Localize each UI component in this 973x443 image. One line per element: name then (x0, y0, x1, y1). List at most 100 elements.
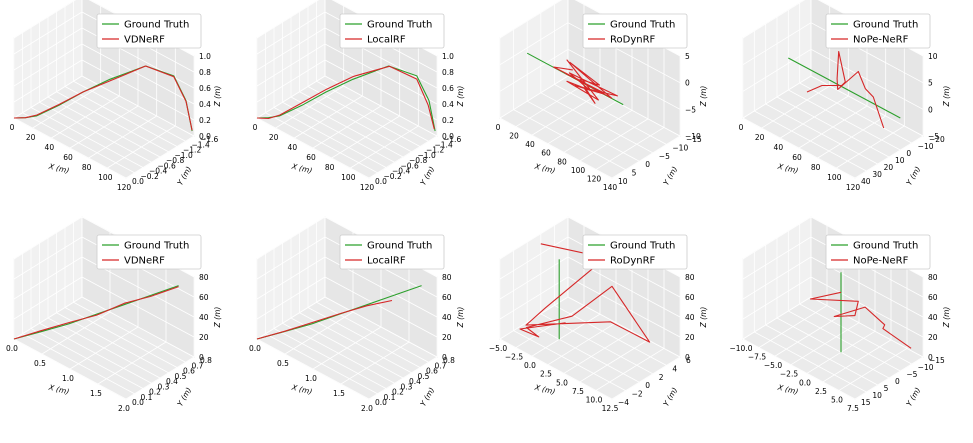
gridline (290, 96, 404, 158)
y-tick-label: −5 (659, 152, 670, 161)
legend-label: NoPe-NeRF (853, 35, 909, 46)
gridline (499, 276, 681, 338)
y-tick-label: 0.1 (141, 393, 153, 402)
ground-truth-line (13, 285, 179, 340)
gridline (56, 91, 169, 153)
y-tick-label: 5 (632, 169, 637, 178)
legend-label: LocalRF (367, 35, 406, 46)
gridline (799, 303, 912, 365)
z-tick-label: 1.0 (199, 52, 211, 61)
estimate-line (256, 299, 393, 340)
y-tick-label: 0.8 (200, 356, 212, 365)
y-tick-label: −0.6 (158, 161, 176, 170)
estimate-line (519, 243, 651, 343)
y-tick-label: 0.0 (375, 177, 387, 186)
z-tick-label: 40 (685, 313, 695, 322)
gridline (776, 96, 890, 158)
x-tick-label: 1.0 (62, 374, 74, 383)
x-tick-label: 20 (755, 133, 765, 142)
z-tick-label: 20 (928, 333, 938, 342)
x-tick-label: 60 (541, 149, 551, 158)
gridline (273, 107, 387, 168)
z-axis-label: Z (m) (699, 86, 708, 108)
gridline (307, 86, 421, 147)
y-tick-label: −4 (618, 398, 629, 407)
y-tick-label: 0 (906, 149, 911, 158)
x-tick-label: 40 (288, 143, 298, 152)
x-axis-label: X (m) (533, 382, 556, 396)
z-tick-label: 5 (685, 52, 690, 61)
gridline (64, 307, 178, 368)
y-tick-label: 0.7 (435, 361, 447, 370)
x-tick-label: 80 (811, 163, 821, 172)
gridline (265, 333, 378, 395)
z-tick-label: 10 (928, 52, 938, 61)
y-tick-label: 10 (895, 156, 905, 165)
legend-label: RoDynRF (610, 35, 656, 46)
y-tick-label: 0.3 (401, 382, 413, 391)
z-tick-label: −10 (685, 132, 701, 141)
estimate-line (806, 50, 885, 129)
legend-box (582, 13, 688, 49)
gridline (13, 27, 195, 89)
z-axis-label: Z (m) (699, 307, 708, 329)
y-tick-label: −0.8 (409, 156, 427, 165)
legend-box (339, 13, 445, 49)
gridline (531, 313, 601, 357)
z-tick-label: −5 (685, 105, 696, 114)
y-tick-label: −1.0 (418, 151, 436, 160)
gridline (256, 338, 370, 400)
x-tick-label: 40 (525, 140, 535, 149)
z-axis-label: Z (m) (213, 86, 222, 108)
z-tick-label: −5 (928, 132, 939, 141)
x-tick-label: 80 (82, 163, 92, 172)
ground-truth-line (788, 57, 901, 119)
x-tick-label: 0 (10, 123, 15, 132)
z-tick-label: 0.8 (442, 68, 454, 77)
gridline (499, 117, 613, 179)
chart-panel: 0204060801001200.0−0.2−0.4−0.6−0.8−1.0−1… (253, 0, 465, 192)
gridline (13, 256, 195, 318)
gridline (316, 301, 429, 363)
gridline (256, 43, 438, 105)
z-tick-label: 60 (928, 293, 938, 302)
gridline (299, 312, 412, 374)
x-tick-label: 100 (571, 166, 586, 175)
x-tick-label: 0.5 (277, 359, 289, 368)
x-tick-label: 7.5 (847, 404, 859, 413)
y-axis-label: Y (m) (662, 165, 680, 187)
z-tick-label: 1.0 (442, 52, 454, 61)
gridline (611, 356, 681, 400)
gridline (579, 339, 649, 383)
gridline (22, 112, 135, 174)
z-tick-label: 80 (685, 273, 695, 282)
y-tick-label: 0.7 (192, 361, 204, 370)
legend-label: Ground Truth (853, 241, 918, 252)
z-tick-label: 20 (199, 333, 209, 342)
x-tick-label: 80 (557, 157, 567, 166)
gridline (547, 101, 617, 145)
x-tick-label: 12.5 (602, 404, 619, 413)
x-tick-label: 120 (587, 174, 602, 183)
gridline (265, 112, 378, 174)
y-tick-label: −0.2 (384, 172, 402, 181)
y-tick-label: −0.2 (141, 172, 159, 181)
z-tick-label: 0 (685, 353, 690, 362)
x-tick-label: 0.0 (6, 344, 18, 353)
gridline (499, 48, 681, 110)
y-axis-label: Y (m) (419, 386, 437, 408)
gridline (765, 103, 878, 165)
y-tick-label: −15 (929, 356, 945, 365)
gridline (39, 322, 152, 384)
y-tick-label: −5 (906, 370, 917, 379)
z-axis-label: Z (m) (456, 86, 465, 108)
y-tick-label: 4 (672, 364, 677, 373)
gridline (30, 107, 144, 168)
x-tick-label: 0 (739, 123, 744, 132)
gridline (13, 75, 195, 137)
gridline (256, 236, 438, 298)
legend-label: RoDynRF (610, 256, 656, 267)
x-tick-label: 2.5 (540, 370, 552, 379)
